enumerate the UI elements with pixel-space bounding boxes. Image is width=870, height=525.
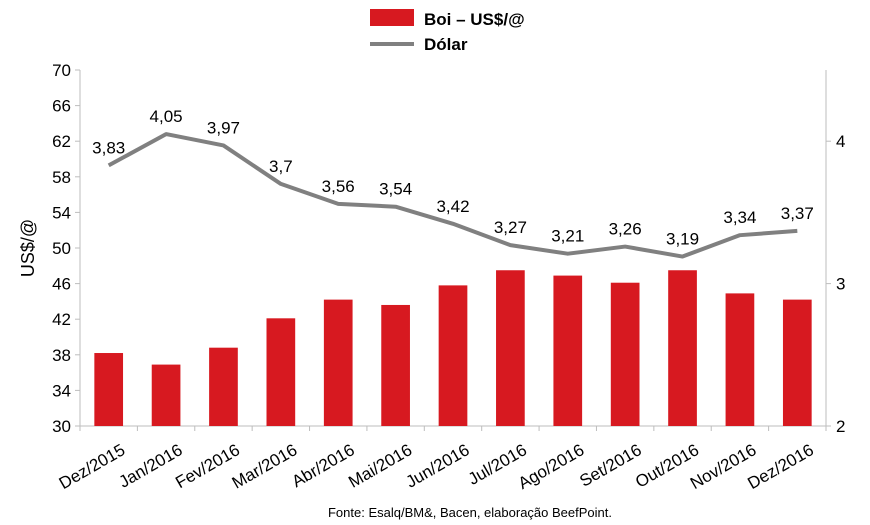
y-tick-label: 38 bbox=[52, 346, 71, 365]
y-tick-label: 58 bbox=[52, 168, 71, 187]
data-label-dolar: 3,26 bbox=[609, 220, 642, 239]
y-tick-label: 70 bbox=[52, 61, 71, 80]
bar bbox=[668, 270, 697, 426]
plot-area: 3034384246505458626670234Dez/2015Jan/201… bbox=[52, 61, 845, 493]
bar bbox=[496, 270, 525, 426]
data-label-dolar: 3,42 bbox=[436, 197, 469, 216]
data-label-dolar: 3,97 bbox=[207, 118, 240, 137]
x-tick-label: Mar/2016 bbox=[229, 440, 301, 492]
x-tick-label: Abr/2016 bbox=[289, 440, 358, 491]
source-note: Fonte: Esalq/BM&, Bacen, elaboração Beef… bbox=[328, 505, 612, 520]
y-tick-label: 30 bbox=[52, 417, 71, 436]
y-tick-label: 66 bbox=[52, 97, 71, 116]
bar bbox=[725, 293, 755, 426]
bar bbox=[94, 353, 124, 426]
y2-tick-label: 2 bbox=[836, 417, 845, 436]
data-label-dolar: 3,54 bbox=[379, 180, 412, 199]
data-label-dolar: 3,19 bbox=[666, 230, 699, 249]
bar bbox=[323, 299, 353, 426]
data-label-dolar: 3,37 bbox=[781, 204, 814, 223]
bar bbox=[782, 299, 812, 426]
bar bbox=[209, 347, 238, 426]
bar bbox=[553, 275, 583, 426]
y-axis-title: US$/@ bbox=[18, 219, 38, 277]
x-tick-label: Jan/2016 bbox=[116, 440, 186, 491]
bar bbox=[151, 364, 181, 426]
legend-label-dolar: Dólar bbox=[424, 35, 468, 54]
data-label-dolar: 3,83 bbox=[92, 138, 125, 157]
data-label-dolar: 3,21 bbox=[551, 227, 584, 246]
y-tick-label: 62 bbox=[52, 132, 71, 151]
y-tick-label: 42 bbox=[52, 310, 71, 329]
y2-tick-label: 3 bbox=[836, 275, 845, 294]
y-tick-label: 46 bbox=[52, 275, 71, 294]
y-tick-label: 50 bbox=[52, 239, 71, 258]
x-tick-label: Ago/2016 bbox=[515, 440, 588, 493]
data-label-dolar: 3,7 bbox=[269, 157, 293, 176]
data-label-dolar: 3,27 bbox=[494, 218, 527, 237]
legend: Boi – US$/@ Dólar bbox=[370, 9, 525, 54]
bar bbox=[266, 318, 296, 426]
data-label-dolar: 3,56 bbox=[322, 177, 355, 196]
x-tick-label: Mai/2016 bbox=[345, 440, 415, 491]
x-tick-label: Dez/2015 bbox=[56, 440, 129, 493]
x-tick-label: Jun/2016 bbox=[403, 440, 473, 491]
series-line-dolar bbox=[107, 132, 798, 259]
bar bbox=[610, 282, 640, 426]
bar bbox=[381, 304, 410, 426]
legend-label-boi: Boi – US$/@ bbox=[424, 10, 525, 29]
bar bbox=[438, 285, 468, 426]
data-label-dolar: 4,05 bbox=[150, 107, 183, 126]
y2-tick-label: 4 bbox=[836, 132, 845, 151]
legend-swatch-boi bbox=[370, 9, 414, 26]
x-tick-label: Set/2016 bbox=[576, 440, 644, 490]
data-label-dolar: 3,34 bbox=[723, 208, 756, 227]
y-tick-label: 54 bbox=[52, 203, 71, 222]
x-tick-label: Dez/2016 bbox=[744, 440, 817, 493]
y-tick-label: 34 bbox=[52, 381, 71, 400]
